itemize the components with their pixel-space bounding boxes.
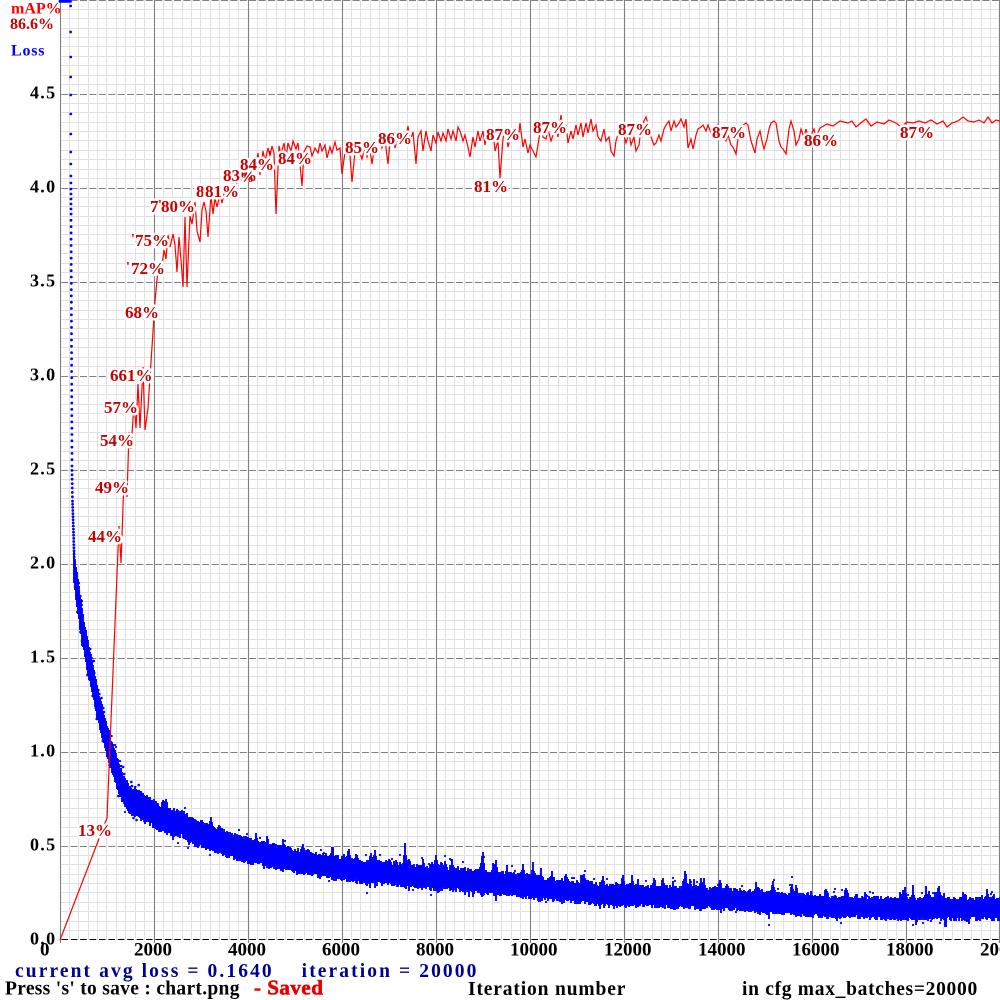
svg-text:661%: 661% bbox=[110, 366, 153, 385]
svg-text:81%: 81% bbox=[474, 177, 508, 196]
svg-text:': ' bbox=[268, 149, 272, 164]
svg-text:10000: 10000 bbox=[510, 940, 558, 961]
svg-text:80%: 80% bbox=[161, 197, 195, 216]
svg-text:84%: 84% bbox=[240, 155, 274, 174]
svg-text:1.5: 1.5 bbox=[30, 647, 56, 667]
svg-text:16000: 16000 bbox=[792, 940, 840, 961]
svg-text:12000: 12000 bbox=[604, 940, 652, 961]
svg-text:87%: 87% bbox=[712, 123, 746, 142]
svg-text:8: 8 bbox=[196, 182, 205, 201]
svg-text:current avg loss = 0.1640 i: current avg loss = 0.1640 iteration = 20… bbox=[15, 961, 478, 982]
svg-text:72%: 72% bbox=[131, 259, 165, 278]
svg-text:7: 7 bbox=[150, 197, 159, 216]
svg-text:49%: 49% bbox=[95, 478, 129, 497]
svg-text:75%: 75% bbox=[135, 231, 169, 250]
svg-text:87%: 87% bbox=[618, 120, 652, 139]
svg-text:87%: 87% bbox=[533, 118, 567, 137]
svg-text:- Saved: - Saved bbox=[254, 976, 323, 1000]
svg-text:4.5: 4.5 bbox=[30, 83, 56, 103]
svg-text:57%: 57% bbox=[104, 398, 138, 417]
svg-text:87%: 87% bbox=[486, 125, 520, 144]
svg-text:Iteration number: Iteration number bbox=[468, 979, 626, 1000]
svg-text:86.6%: 86.6% bbox=[10, 16, 54, 33]
svg-text:2.0: 2.0 bbox=[30, 553, 56, 573]
svg-text:mAP%: mAP% bbox=[11, 1, 62, 18]
svg-text:83%: 83% bbox=[223, 166, 257, 185]
svg-text:44%: 44% bbox=[88, 527, 122, 546]
svg-text:in cfg max_batches=20000: in cfg max_batches=20000 bbox=[742, 979, 978, 1000]
svg-text:54%: 54% bbox=[100, 431, 134, 450]
svg-text:87%: 87% bbox=[900, 123, 934, 142]
svg-text:Loss: Loss bbox=[11, 43, 45, 60]
svg-text:20000: 20000 bbox=[980, 940, 1000, 961]
svg-text:1.0: 1.0 bbox=[30, 741, 56, 761]
svg-text:Press 's' to save : chart.png: Press 's' to save : chart.png bbox=[5, 979, 240, 1000]
svg-text:': ' bbox=[131, 232, 135, 247]
svg-text:68%: 68% bbox=[125, 303, 159, 322]
svg-text:6000: 6000 bbox=[322, 940, 360, 961]
svg-text:': ' bbox=[158, 198, 162, 213]
svg-text:3.0: 3.0 bbox=[30, 365, 56, 385]
svg-text:0.0: 0.0 bbox=[30, 929, 56, 949]
svg-text:14000: 14000 bbox=[698, 940, 746, 961]
svg-text:8000: 8000 bbox=[416, 940, 454, 961]
svg-text:': ' bbox=[126, 260, 130, 275]
svg-text:0.5: 0.5 bbox=[30, 835, 56, 855]
svg-text:84%: 84% bbox=[278, 149, 312, 168]
svg-text:4.0: 4.0 bbox=[30, 177, 56, 197]
svg-text:%: % bbox=[240, 171, 254, 186]
svg-text:4000: 4000 bbox=[228, 940, 266, 961]
svg-text:13%: 13% bbox=[78, 821, 112, 840]
svg-text:86%: 86% bbox=[804, 131, 838, 150]
svg-text:3.5: 3.5 bbox=[30, 271, 56, 291]
svg-text:0: 0 bbox=[40, 940, 50, 961]
svg-text:85%: 85% bbox=[345, 138, 379, 157]
svg-text:18000: 18000 bbox=[886, 940, 934, 961]
svg-text:2.5: 2.5 bbox=[30, 459, 56, 479]
svg-text:86%: 86% bbox=[378, 129, 412, 148]
svg-text:81%: 81% bbox=[205, 182, 239, 201]
svg-text:2000: 2000 bbox=[134, 940, 172, 961]
